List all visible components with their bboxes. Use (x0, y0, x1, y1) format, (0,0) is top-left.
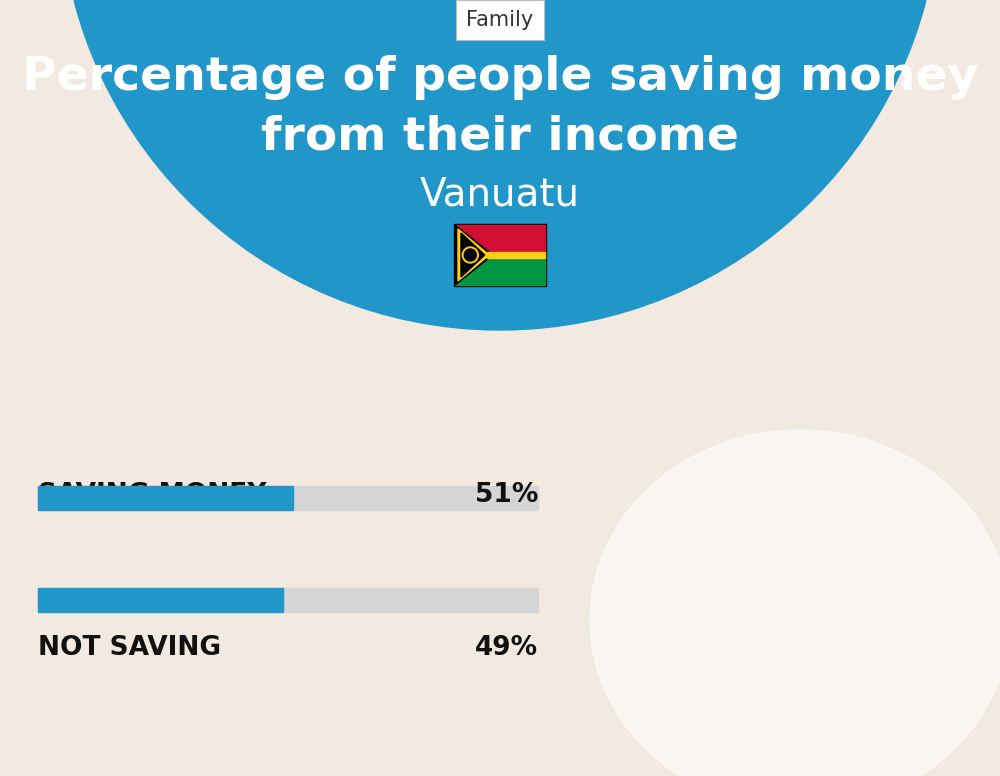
Bar (486, 252, 545, 258)
Polygon shape (461, 233, 485, 277)
Polygon shape (455, 225, 493, 285)
Circle shape (464, 249, 476, 261)
Bar (38, 588, 283, 612)
Bar (38, 486, 293, 510)
Bar (455, 225, 545, 255)
Circle shape (462, 247, 478, 263)
Text: Vanuatu: Vanuatu (420, 175, 580, 213)
Text: from their income: from their income (261, 115, 739, 160)
Ellipse shape (590, 430, 1000, 776)
Text: SAVING MONEY: SAVING MONEY (38, 482, 266, 508)
Circle shape (60, 0, 940, 330)
Text: 51%: 51% (475, 482, 538, 508)
Polygon shape (458, 229, 489, 281)
Bar (455, 255, 545, 285)
Bar (38, 486, 538, 510)
Text: Family: Family (466, 10, 534, 30)
Bar (38, 588, 538, 612)
Text: NOT SAVING: NOT SAVING (38, 635, 221, 661)
Text: 49%: 49% (475, 635, 538, 661)
Bar (454, 224, 546, 286)
Text: Percentage of people saving money: Percentage of people saving money (22, 55, 978, 100)
